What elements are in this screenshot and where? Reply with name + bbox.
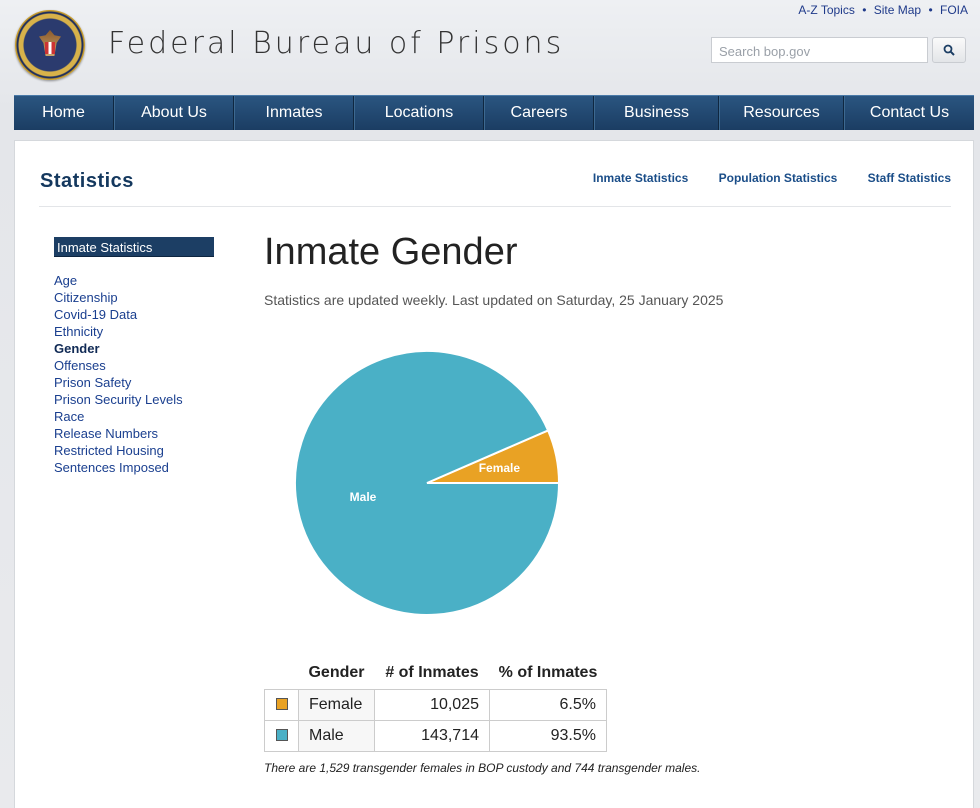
separator-dot: • <box>862 3 867 17</box>
sidebar-item-restricted-housing[interactable]: Restricted Housing <box>54 443 164 458</box>
nav-resources[interactable]: Resources <box>719 96 844 130</box>
sidebar-item-release-numbers[interactable]: Release Numbers <box>54 426 159 441</box>
male-swatch <box>275 729 288 742</box>
female-swatch <box>275 698 288 711</box>
inmate-statistics-link[interactable]: Inmate Statistics <box>592 171 689 185</box>
nav-contact-us[interactable]: Contact Us <box>844 96 974 130</box>
sidebar-item-age[interactable]: Age <box>54 273 78 288</box>
sidebar-item-race[interactable]: Race <box>54 409 85 424</box>
count-cell: 10,025 <box>374 688 490 721</box>
sidebar-item-gender[interactable]: Gender <box>54 341 100 356</box>
content-panel: Statistics Inmate Statistics Population … <box>14 140 974 808</box>
legend-swatch-cell <box>264 688 299 721</box>
section-header: Statistics Inmate Statistics Population … <box>39 141 951 207</box>
nav-inmates[interactable]: Inmates <box>234 96 354 130</box>
pie-slice-male[interactable] <box>294 350 561 616</box>
foia-link[interactable]: FOIA <box>939 3 968 17</box>
sidebar-list: Age Citizenship Covid-19 Data Ethnicity … <box>54 272 183 476</box>
site-map-link[interactable]: Site Map <box>873 3 922 17</box>
section-title: Statistics <box>40 170 134 192</box>
pie-label-female: Female <box>479 461 521 475</box>
percent-cell: 6.5% <box>489 688 607 721</box>
search-input[interactable]: Search bop.gov <box>711 37 928 63</box>
pie-label-male: Male <box>350 490 377 504</box>
nav-home[interactable]: Home <box>14 96 114 130</box>
az-topics-link[interactable]: A-Z Topics <box>798 3 855 17</box>
count-cell: 143,714 <box>374 719 490 752</box>
site-title[interactable]: Federal Bureau of Prisons <box>108 26 565 61</box>
gender-table: Gender # of Inmates % of Inmates Female … <box>264 657 607 752</box>
sidebar-heading[interactable]: Inmate Statistics <box>54 237 214 257</box>
table-header-spacer <box>265 657 299 689</box>
transgender-note: There are 1,529 transgender females in B… <box>264 761 701 775</box>
nav-careers[interactable]: Careers <box>484 96 594 130</box>
page-title: Inmate Gender <box>264 231 518 273</box>
table-header-percent: % of Inmates <box>498 663 598 681</box>
table-header-count: # of Inmates <box>385 663 479 681</box>
sidebar-item-covid-19-data[interactable]: Covid-19 Data <box>54 307 138 322</box>
gender-cell: Female <box>298 688 375 721</box>
staff-statistics-link[interactable]: Staff Statistics <box>867 171 951 185</box>
nav-about-us[interactable]: About Us <box>114 96 234 130</box>
nav-business[interactable]: Business <box>594 96 719 130</box>
gender-pie-chart: Female Male <box>294 350 561 616</box>
table-row: Female 10,025 6.5% <box>264 688 607 721</box>
separator-dot: • <box>928 3 933 17</box>
utility-links: A-Z Topics • Site Map • FOIA <box>798 3 968 17</box>
legend-swatch-cell <box>264 719 299 752</box>
last-updated-text: Statistics are updated weekly. Last upda… <box>264 292 724 308</box>
doj-seal-logo[interactable] <box>15 10 85 80</box>
sidebar-item-prison-safety[interactable]: Prison Safety <box>54 375 132 390</box>
population-statistics-link[interactable]: Population Statistics <box>718 171 838 185</box>
percent-cell: 93.5% <box>489 719 607 752</box>
sidebar-item-sentences-imposed[interactable]: Sentences Imposed <box>54 460 169 475</box>
sidebar-item-ethnicity[interactable]: Ethnicity <box>54 324 104 339</box>
table-row: Male 143,714 93.5% <box>264 719 607 752</box>
shield-icon <box>45 42 55 54</box>
search-button[interactable] <box>932 37 966 63</box>
gender-cell: Male <box>298 719 375 752</box>
sidebar-item-offenses[interactable]: Offenses <box>54 358 106 373</box>
main-nav: Home About Us Inmates Locations Careers … <box>14 95 974 130</box>
nav-locations[interactable]: Locations <box>354 96 484 130</box>
table-header-gender: Gender <box>308 663 365 681</box>
sidebar-item-prison-security-levels[interactable]: Prison Security Levels <box>54 392 183 407</box>
section-sub-links: Inmate Statistics Population Statistics … <box>566 171 951 185</box>
sidebar-item-citizenship[interactable]: Citizenship <box>54 290 118 305</box>
search-icon <box>943 44 955 56</box>
